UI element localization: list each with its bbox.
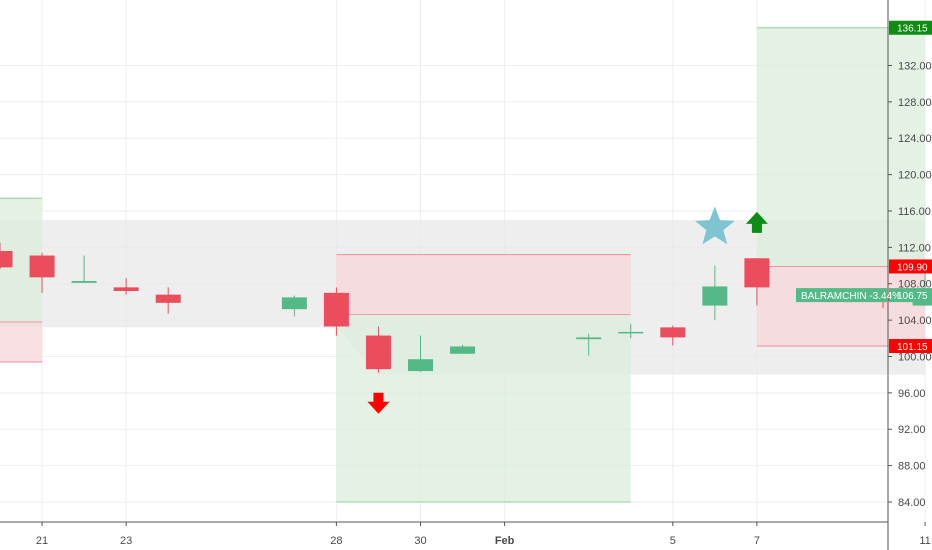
y-tick-label: 128.00 bbox=[898, 97, 932, 109]
stop-zone bbox=[756, 266, 926, 347]
y-tick-label: 120.00 bbox=[898, 170, 932, 182]
candle-body bbox=[0, 250, 13, 268]
candle bbox=[702, 265, 728, 321]
candle-body bbox=[618, 331, 644, 334]
candle-body bbox=[660, 327, 686, 338]
y-tick-label: 100.00 bbox=[898, 351, 932, 363]
candle bbox=[323, 287, 349, 336]
candle bbox=[576, 333, 602, 356]
price-badge bbox=[889, 339, 932, 354]
candle bbox=[450, 344, 476, 354]
x-tick-label: 7 bbox=[754, 535, 760, 547]
x-tick-label: 5 bbox=[670, 535, 676, 547]
candle-body bbox=[323, 292, 349, 327]
y-tick-label: 88.00 bbox=[898, 461, 926, 473]
candle-body bbox=[365, 335, 391, 370]
candle bbox=[660, 325, 686, 346]
y-tick-label: 132.00 bbox=[898, 60, 932, 72]
candle-body bbox=[702, 286, 728, 306]
price-badges: 136.15 109.90 106.75 101.15 bbox=[889, 20, 932, 354]
symbol-badge: BALRAMCHIN -3.44% bbox=[796, 288, 901, 303]
y-tick-label: 108.00 bbox=[898, 279, 932, 291]
candle-body bbox=[113, 287, 139, 292]
candle-body bbox=[576, 337, 602, 340]
candle bbox=[29, 252, 55, 293]
stop-zone bbox=[0, 321, 43, 362]
candle-body bbox=[29, 255, 55, 278]
y-tick-label: 112.00 bbox=[898, 242, 931, 254]
arrow-down-icon bbox=[367, 392, 390, 414]
candle bbox=[0, 242, 13, 270]
stop-zone bbox=[336, 254, 631, 315]
candle-body bbox=[744, 258, 770, 288]
candle bbox=[113, 278, 139, 295]
price-badge-label: 109.90 bbox=[897, 262, 928, 273]
target-zone bbox=[756, 27, 926, 267]
x-tick-label: 30 bbox=[414, 535, 426, 547]
price-badge bbox=[889, 288, 932, 303]
candle-body bbox=[408, 359, 433, 372]
candle bbox=[155, 287, 181, 314]
candle-body bbox=[281, 297, 307, 310]
price-badge bbox=[889, 20, 932, 35]
y-tick-label: 92.00 bbox=[898, 424, 926, 436]
candle bbox=[365, 326, 391, 373]
y-tick-label: 104.00 bbox=[898, 315, 932, 327]
price-badge-label: 106.75 bbox=[897, 291, 928, 302]
y-tick-label: 124.00 bbox=[898, 133, 932, 145]
candle bbox=[744, 258, 770, 306]
price-badge-label: 136.15 bbox=[897, 24, 928, 35]
symbol-badge-bg bbox=[796, 288, 888, 303]
y-tick-label: 84.00 bbox=[898, 497, 926, 509]
candle bbox=[408, 335, 433, 372]
candle bbox=[71, 255, 97, 283]
x-tick-label: 11 bbox=[919, 535, 930, 547]
candle-body bbox=[450, 346, 476, 354]
price-badge bbox=[889, 259, 932, 274]
star-icon bbox=[694, 206, 735, 245]
x-tick-label: 23 bbox=[120, 535, 132, 547]
candle bbox=[618, 323, 644, 339]
arrow-up-icon bbox=[745, 211, 768, 233]
candle bbox=[281, 295, 307, 317]
candle-body bbox=[155, 294, 181, 303]
candle-body bbox=[71, 281, 97, 283]
x-tick-label: Feb bbox=[495, 535, 515, 547]
price-badge-label: 101.15 bbox=[897, 342, 928, 353]
symbol-label: BALRAMCHIN -3.44% bbox=[801, 291, 901, 302]
x-tick-label: 21 bbox=[36, 535, 48, 547]
x-tick-label: 28 bbox=[330, 535, 342, 547]
y-tick-label: 96.00 bbox=[898, 388, 926, 400]
markers bbox=[367, 206, 768, 414]
y-tick-label: 116.00 bbox=[898, 206, 931, 218]
